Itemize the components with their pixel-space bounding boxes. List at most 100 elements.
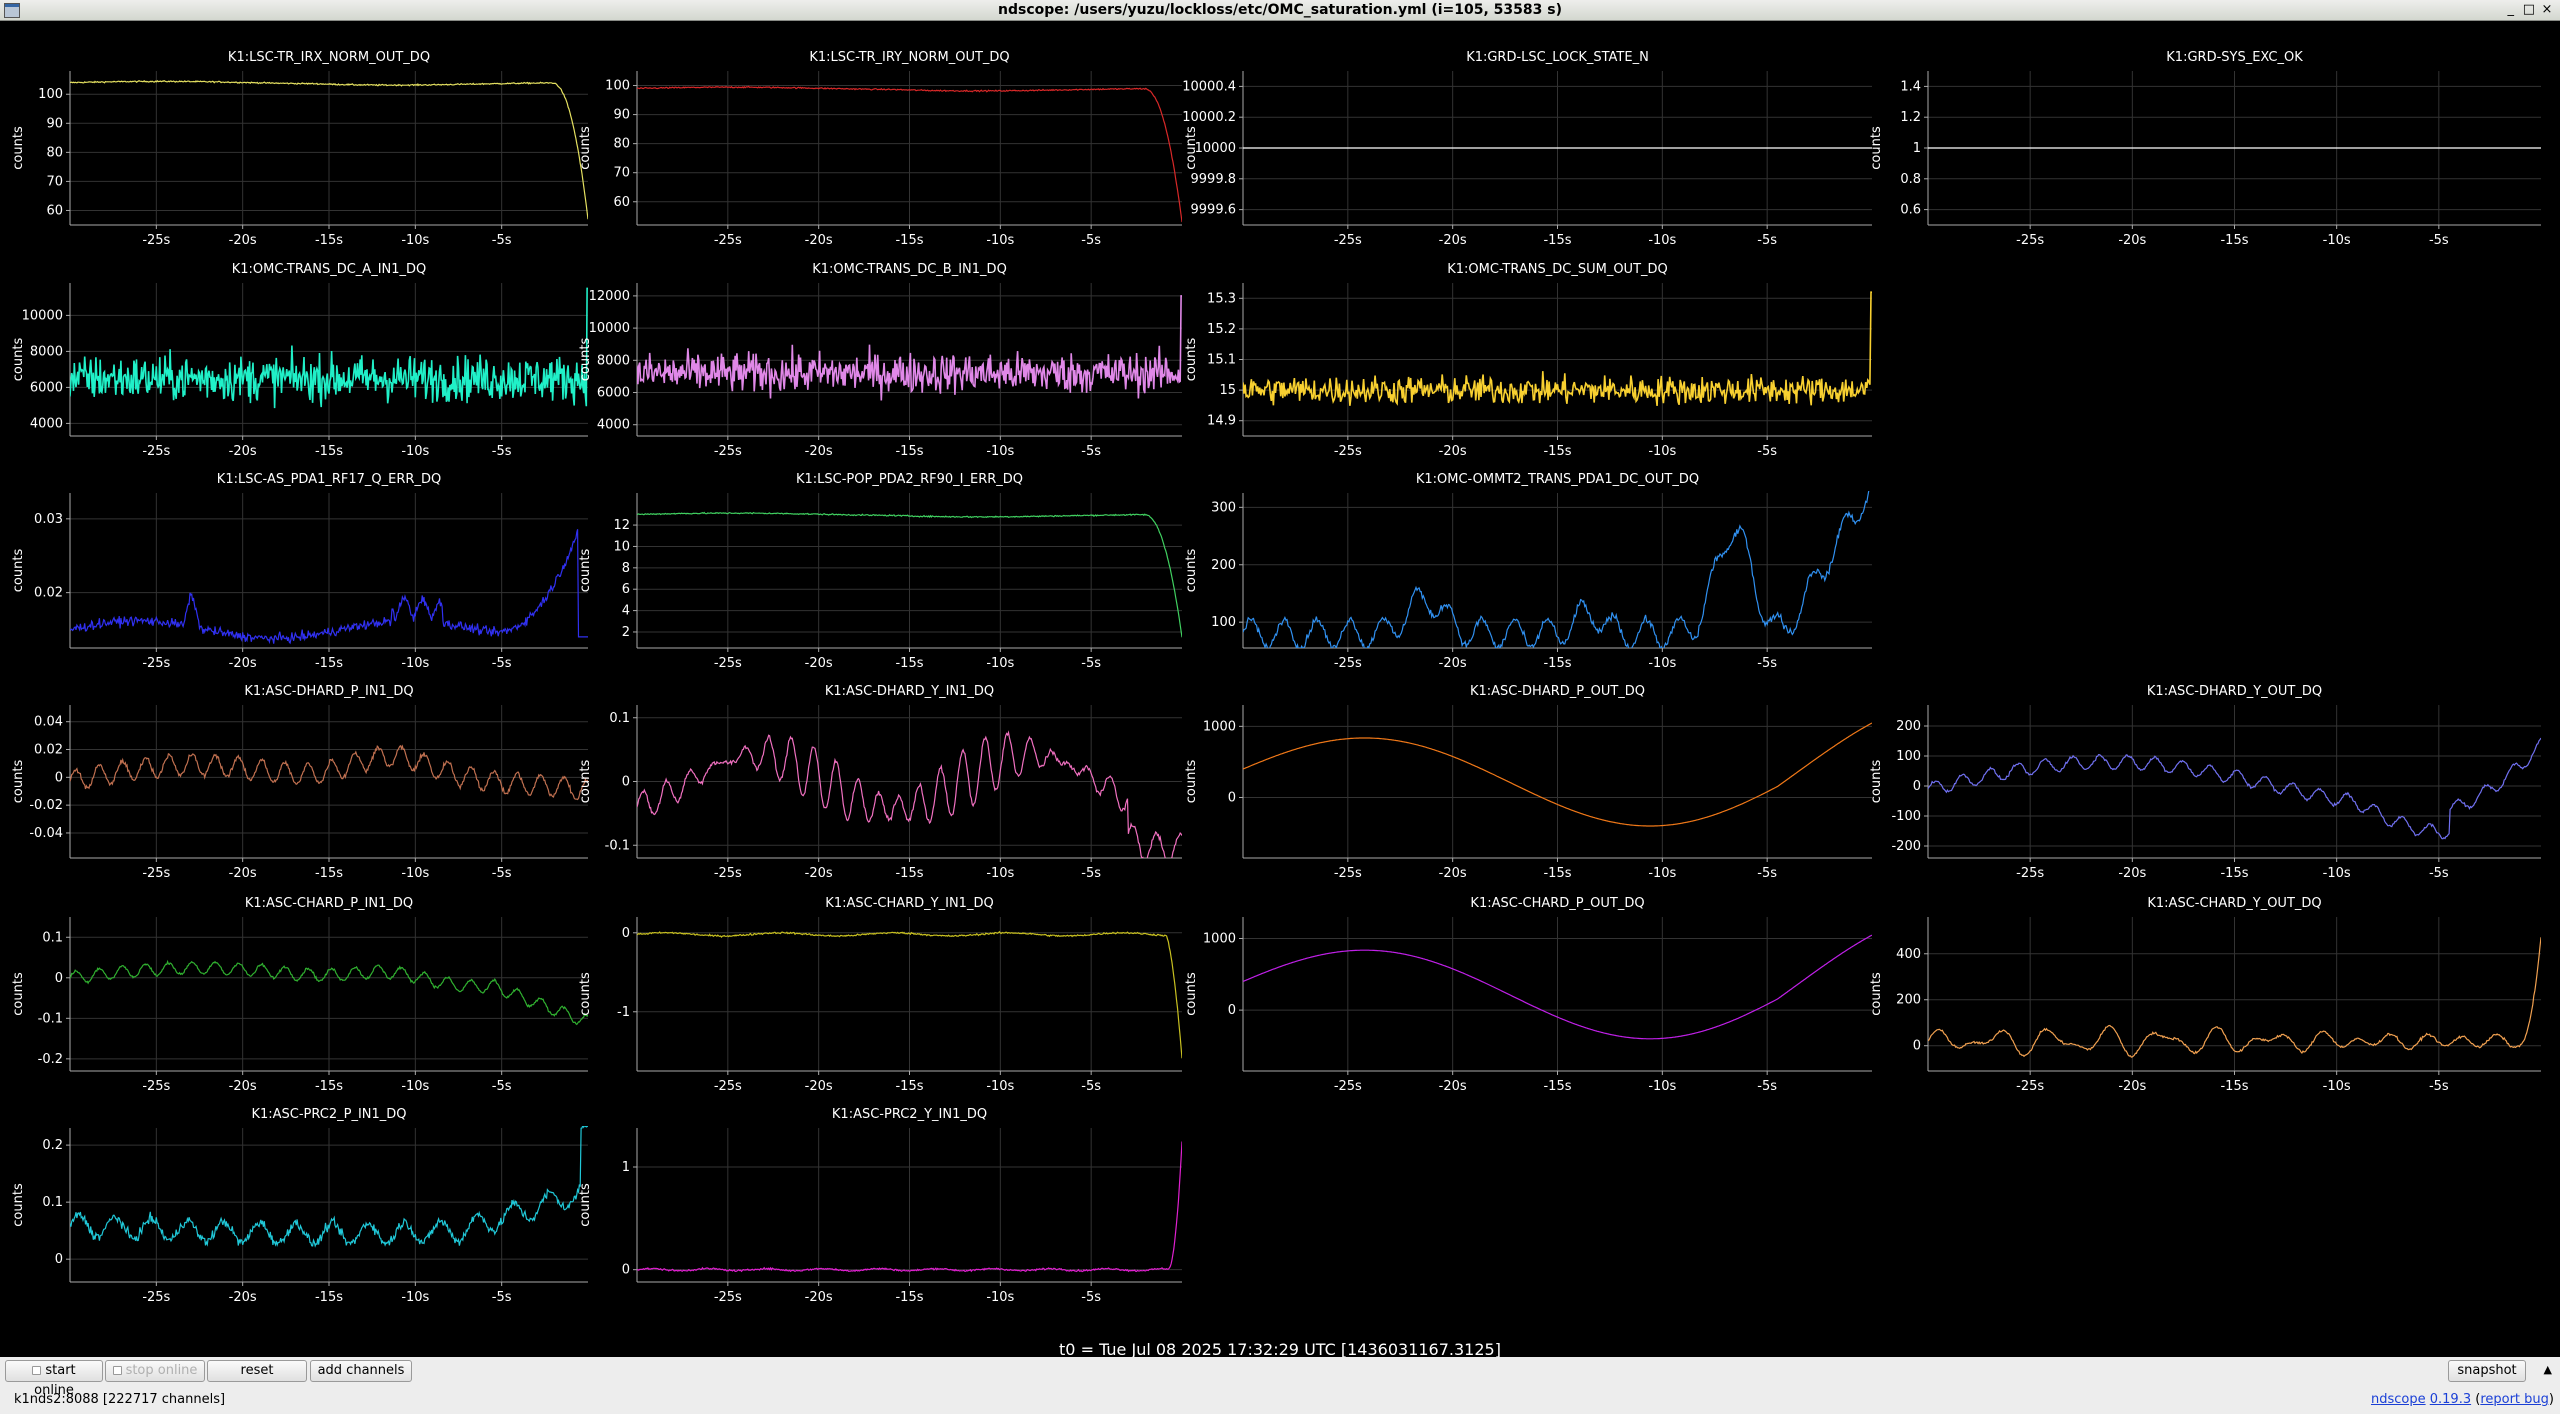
y-axis-label: counts [1184, 760, 1199, 804]
x-tick-label: -20s [229, 1290, 257, 1305]
y-tick-label: -200 [1891, 839, 1921, 854]
maximize-button[interactable]: □ [2522, 2, 2535, 17]
x-tick-label: -25s [1334, 1079, 1362, 1094]
y-tick-label: 200 [1896, 993, 1921, 1008]
x-tick-label: -15s [1543, 444, 1571, 459]
y-tick-label: -100 [1891, 809, 1921, 824]
y-axis-label: counts [11, 1183, 26, 1227]
y-tick-label: 1.2 [1900, 110, 1921, 125]
x-tick-label: -10s [986, 233, 1014, 248]
x-tick-label: -10s [986, 444, 1014, 459]
series-line [70, 959, 588, 1026]
snapshot-button[interactable]: snapshot [2448, 1360, 2526, 1382]
start-online-button[interactable]: start online [5, 1360, 103, 1398]
plot-grid-lines [70, 1128, 588, 1282]
plots-canvas[interactable]: K1:LSC-TR_IRX_NORM_OUT_DQ10090807060-25s… [0, 21, 2560, 1357]
collapse-icon[interactable]: ▲ [2543, 1363, 2552, 1376]
x-tick-label: -10s [986, 656, 1014, 671]
y-axis-label: counts [11, 549, 26, 593]
x-tick-label: -20s [805, 1290, 833, 1305]
plot-k1-asc-prc2-p-in1-dq[interactable]: K1:ASC-PRC2_P_IN1_DQ 0.2 0.1 0 -25s -20s -15s -… [11, 1107, 588, 1305]
series-line [637, 930, 1182, 1059]
plot-k1-asc-chard-p-out-dq[interactable]: K1:ASC-CHARD_P_OUT_DQ 1000 0 -25s -20s -15s -1… [1184, 896, 1872, 1094]
plot-k1-lsc-as-pda1-rf17-q-err-dq[interactable]: K1:LSC-AS_PDA1_RF17_Q_ERR_DQ 0.03 0.02 -25s… [11, 472, 588, 671]
version-link[interactable]: 0.19.3 [2429, 1392, 2472, 1407]
plot-k1-asc-dhard-p-in1-dq[interactable]: K1:ASC-DHARD_P_IN1_DQ 0.04 0.02 0 -0.02 -0.04… [11, 684, 588, 881]
y-tick-label: 100 [605, 79, 630, 94]
y-tick-label: 80 [613, 137, 630, 152]
x-tick-label: -15s [2220, 1079, 2248, 1094]
start-online-label: start online [34, 1363, 76, 1398]
x-tick-label: -5s [1081, 1079, 1101, 1094]
y-axis-label: counts [1184, 549, 1199, 593]
plot-k1-asc-dhard-y-in1-dq[interactable]: K1:ASC-DHARD_Y_IN1_DQ 0.1 0 -0.1 -25s -20s -15… [578, 684, 1182, 881]
add-channels-button[interactable]: add channels [310, 1360, 412, 1382]
x-tick-label: -25s [714, 444, 742, 459]
x-tick-label: -5s [1081, 1290, 1101, 1305]
plot-k1-grd-sys-exc-ok[interactable]: K1:GRD-SYS_EXC_OK 1.4 1.2 1 0.8 0.6 -25s -20s -1… [1869, 50, 2541, 248]
x-tick-label: -20s [1439, 866, 1467, 881]
plot-k1-omc-trans-dc-sum-out-dq[interactable]: K1:OMC-TRANS_DC_SUM_OUT_DQ 15.3 15.2 15.1 15… [1184, 262, 1872, 459]
x-tick-label: -15s [315, 233, 343, 248]
minimize-button[interactable]: _ [2507, 2, 2514, 17]
x-tick-label: -15s [895, 1290, 923, 1305]
close-button[interactable]: × [2541, 2, 2553, 17]
plot-k1-omc-trans-dc-a-in1-dq[interactable]: K1:OMC-TRANS_DC_A_IN1_DQ 10000 8000 6000 400… [11, 262, 588, 459]
y-tick-label: 4 [622, 604, 630, 619]
x-tick-label: -10s [1648, 656, 1676, 671]
x-tick-label: -20s [805, 233, 833, 248]
x-tick-label: -10s [1648, 866, 1676, 881]
y-axis-label: counts [11, 338, 26, 382]
plot-k1-asc-chard-p-in1-dq[interactable]: K1:ASC-CHARD_P_IN1_DQ 0.1 0 -0.1 -0.2 -25s -20… [11, 896, 588, 1094]
plot-grid-lines [1243, 493, 1872, 648]
plot-k1-omc-ommt2-trans-pda1-dc-out-dq[interactable]: K1:OMC-OMMT2_TRANS_PDA1_DC_OUT_DQ 300 200 1… [1184, 472, 1872, 671]
y-axis-label: counts [578, 760, 593, 804]
plot-title: K1:OMC-OMMT2_TRANS_PDA1_DC_OUT_DQ [1416, 472, 1699, 487]
plot-k1-asc-prc2-y-in1-dq[interactable]: K1:ASC-PRC2_Y_IN1_DQ 1 0 -25s -20s -15s -10s -5… [578, 1107, 1182, 1305]
y-tick-label: -0.02 [29, 798, 63, 813]
x-tick-label: -15s [315, 1079, 343, 1094]
report-bug-link[interactable]: report bug [2480, 1392, 2549, 1407]
y-tick-label: 0.1 [609, 711, 630, 726]
ndscope-link[interactable]: ndscope [2370, 1392, 2426, 1407]
plot-k1-grd-lsc-lock-state-n[interactable]: K1:GRD-LSC_LOCK_STATE_N 10000.4 10000.2 100… [1182, 50, 1872, 248]
x-tick-label: -10s [401, 866, 429, 881]
x-tick-label: -15s [2220, 233, 2248, 248]
y-tick-label: 10000 [22, 308, 63, 323]
plot-k1-omc-trans-dc-b-in1-dq[interactable]: K1:OMC-TRANS_DC_B_IN1_DQ 12000 10000 8000 60… [578, 262, 1182, 459]
plot-title: K1:OMC-TRANS_DC_A_IN1_DQ [232, 262, 427, 277]
x-tick-label: -25s [1334, 656, 1362, 671]
plot-title: K1:LSC-AS_PDA1_RF17_Q_ERR_DQ [217, 472, 441, 487]
x-tick-label: -20s [229, 233, 257, 248]
plot-k1-asc-dhard-y-out-dq[interactable]: K1:ASC-DHARD_Y_OUT_DQ 200 100 0 -100 -200 -25s… [1869, 684, 2541, 881]
plot-k1-lsc-tr-iry-norm-out-dq[interactable]: K1:LSC-TR_IRY_NORM_OUT_DQ 100 90 80 70 60 -25s… [578, 50, 1182, 248]
y-tick-label: 300 [1211, 500, 1236, 515]
plot-grid-lines [1928, 917, 2541, 1071]
reset-button[interactable]: reset [207, 1360, 307, 1382]
series-line [1928, 737, 2541, 840]
series-line [1243, 722, 1872, 827]
x-tick-label: -20s [229, 1079, 257, 1094]
y-axis-label: counts [11, 972, 26, 1016]
x-tick-label: -10s [986, 1079, 1014, 1094]
x-tick-label: -20s [805, 656, 833, 671]
plot-title: K1:ASC-DHARD_P_OUT_DQ [1470, 684, 1645, 699]
y-tick-label: 1.4 [1900, 79, 1921, 94]
plot-k1-asc-chard-y-in1-dq[interactable]: K1:ASC-CHARD_Y_IN1_DQ 0 -1 -25s -20s -15s -10s… [578, 896, 1182, 1094]
play-icon [32, 1366, 42, 1375]
y-tick-label: 0 [1913, 779, 1921, 794]
x-tick-label: -10s [401, 444, 429, 459]
y-tick-label: 0.04 [34, 715, 63, 730]
y-tick-label: 0 [55, 770, 63, 785]
y-axis-label: counts [578, 338, 593, 382]
plot-k1-lsc-pop-pda2-rf90-i-err-dq[interactable]: K1:LSC-POP_PDA2_RF90_I_ERR_DQ 12 10 8 6 4 2 -25… [578, 472, 1182, 671]
y-tick-label: 12000 [589, 289, 630, 304]
x-tick-label: -15s [315, 866, 343, 881]
y-axis-label: counts [578, 126, 593, 170]
plot-k1-asc-chard-y-out-dq[interactable]: K1:ASC-CHARD_Y_OUT_DQ 400 200 0 -25s -20s -15s… [1869, 896, 2541, 1094]
plot-grid-lines [637, 917, 1182, 1071]
y-tick-label: 6 [622, 582, 630, 597]
plot-title: K1:ASC-PRC2_Y_IN1_DQ [832, 1107, 987, 1122]
plot-k1-lsc-tr-irx-norm-out-dq[interactable]: K1:LSC-TR_IRX_NORM_OUT_DQ 100 90 80 70 60 -25s… [11, 50, 588, 248]
plot-k1-asc-dhard-p-out-dq[interactable]: K1:ASC-DHARD_P_OUT_DQ 1000 0 -25s -20s -15s -1… [1184, 684, 1872, 881]
